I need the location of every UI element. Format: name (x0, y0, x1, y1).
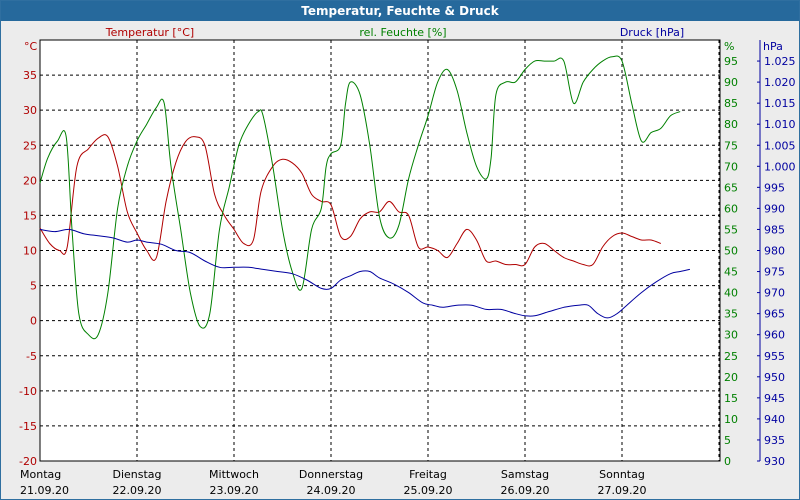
press-tick-label: 975 (764, 266, 785, 279)
hum-unit-label: % (724, 40, 734, 53)
x-tick-day: Mittwoch (209, 468, 259, 481)
x-tick-date: 25.09.20 (404, 484, 453, 497)
press-tick-labels: 930 935 940 945 950 955 960 965 970 975 980 985 990 9… (757, 40, 796, 468)
temp-tick-label: -15 (19, 420, 37, 433)
series-line-hum (39, 55, 681, 340)
hum-tick-label: 80 (724, 118, 738, 131)
x-tick-day: Donnerstag (299, 468, 363, 481)
x-tick-day: Sonntag (599, 468, 645, 481)
series-line-press (39, 228, 691, 319)
press-tick-label: 960 (764, 329, 785, 342)
press-tick-label: 970 (764, 287, 785, 300)
x-tick-day: Freitag (409, 468, 447, 481)
hum-tick-label: 5 (724, 434, 731, 447)
temp-tick-label: 0 (30, 315, 37, 328)
temp-tick-label: 20 (23, 174, 37, 187)
temp-tick-label: -5 (26, 350, 37, 363)
press-tick-label: 945 (764, 392, 785, 405)
hum-tick-label: 40 (724, 287, 738, 300)
hum-tick-label: 85 (724, 97, 738, 110)
hum-tick-label: 65 (724, 181, 738, 194)
press-tick-label: 1.020 (764, 76, 796, 89)
temp-tick-label: 15 (23, 209, 37, 222)
press-tick-label: 965 (764, 308, 785, 321)
hum-tick-label: 70 (724, 160, 738, 173)
hum-tick-label: 15 (724, 392, 738, 405)
hum-tick-label: 25 (724, 350, 738, 363)
x-tick-day: Montag (20, 468, 61, 481)
series-lines (39, 55, 691, 340)
press-tick-label: 930 (764, 455, 785, 468)
press-tick-label: 990 (764, 202, 785, 215)
press-tick-label: 940 (764, 413, 785, 426)
hum-tick-labels: 0 5 10 15 20 25 30 35 40 45 50 55 60 65 70 75 80 85 90 95 (724, 55, 738, 468)
temp-tick-label: 10 (23, 245, 37, 258)
hum-tick-label: 30 (724, 329, 738, 342)
hum-tick-label: 0 (724, 455, 731, 468)
temp-tick-labels: -20 -15 -10 -5 0 5 10 15 20 25 30 35 (19, 69, 37, 468)
temp-unit-label: °C (24, 40, 38, 53)
temp-tick-label: -20 (19, 455, 37, 468)
hum-tick-label: 50 (724, 245, 738, 258)
press-unit-label: hPa (763, 40, 783, 53)
temp-axis-title: Temperatur [°C] (105, 26, 194, 39)
press-tick-label: 995 (764, 181, 785, 194)
x-tick-date: 24.09.20 (307, 484, 356, 497)
hum-tick-label: 90 (724, 76, 738, 89)
press-tick-label: 950 (764, 371, 785, 384)
hum-tick-label: 95 (724, 55, 738, 68)
x-tick-date: 21.09.20 (20, 484, 69, 497)
hum-tick-label: 35 (724, 308, 738, 321)
x-tick-date: 23.09.20 (210, 484, 259, 497)
x-tick-date: 27.09.20 (598, 484, 647, 497)
hum-tick-label: 60 (724, 202, 738, 215)
x-tick-day: Dienstag (112, 468, 161, 481)
x-tick-day: Samstag (501, 468, 549, 481)
press-tick-label: 935 (764, 434, 785, 447)
x-tick-date: 22.09.20 (113, 484, 162, 497)
press-tick-label: 1.025 (764, 55, 796, 68)
press-tick-label: 985 (764, 223, 785, 236)
hum-axis-title: rel. Feuchte [%] (359, 26, 446, 39)
press-tick-label: 980 (764, 245, 785, 258)
x-tick-labels: Montag 21.09.20 Dienstag 22.09.20 Mittwoch 23… (20, 468, 646, 497)
hum-tick-label: 45 (724, 266, 738, 279)
temp-tick-label: 35 (23, 69, 37, 82)
hum-tick-label: 55 (724, 223, 738, 236)
press-tick-label: 1.015 (764, 97, 796, 110)
press-tick-label: 1.010 (764, 118, 796, 131)
series-line-temp (39, 134, 661, 267)
temp-tick-label: -10 (19, 385, 37, 398)
press-tick-label: 955 (764, 350, 785, 363)
press-tick-label: 1.005 (764, 139, 796, 152)
hum-tick-label: 20 (724, 371, 738, 384)
chart-title: Temperatur, Feuchte & Druck (1, 1, 799, 21)
x-tick-date: 26.09.20 (501, 484, 550, 497)
hum-tick-label: 10 (724, 413, 738, 426)
temp-tick-label: 5 (30, 280, 37, 293)
temp-tick-label: 25 (23, 139, 37, 152)
hum-tick-label: 75 (724, 139, 738, 152)
temp-tick-label: 30 (23, 104, 37, 117)
press-axis-title: Druck [hPa] (620, 26, 684, 39)
press-tick-label: 1.000 (764, 160, 796, 173)
grid-lines (40, 40, 720, 461)
